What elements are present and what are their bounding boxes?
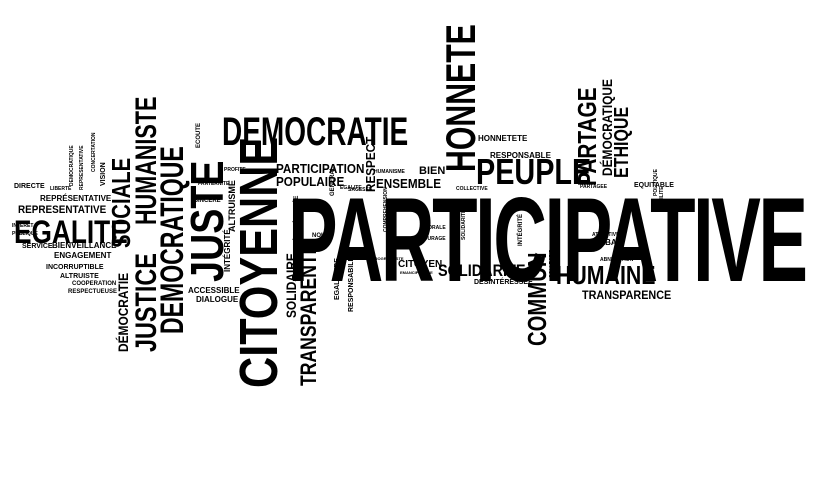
word-transparente: TRANSPARENTE [296, 242, 321, 386]
word-responsable: RESPONSABLE [490, 151, 551, 160]
word-representative-small: REPRESENTATIVE [79, 145, 85, 190]
word-representative-acc: REPRÉSENTATIVE [40, 194, 112, 203]
word-transparence: TRANSPARENCE [582, 288, 672, 302]
word-representative: REPRESENTATIVE [18, 204, 107, 216]
word-integrite: INTÉGRITÉ [223, 229, 232, 272]
word-concertation: CONCERTATION [91, 132, 97, 172]
word-justice: JUSTICE [130, 253, 163, 352]
word-solidaire: SOLIDAIRE [283, 253, 299, 318]
word-equitable: EQUITABLE [634, 182, 674, 189]
word-bienveillance: BIENVEILLANCE [52, 241, 117, 250]
word-interet: INTERET [12, 223, 34, 229]
word-engagement: ENGAGEMENT [54, 251, 112, 260]
word-integrite-2: INTÉGRITÉ [518, 213, 524, 246]
word-commun: COMMUN [522, 252, 552, 346]
word-democratie-acc: DÉMOCRATIE [115, 272, 131, 352]
word-directe: DIRECTE [14, 183, 45, 190]
word-partagee: PARTAGEE [580, 184, 608, 190]
word-general: GENERAL [330, 166, 336, 196]
word-altruiste: ALTRUISTE [60, 273, 99, 280]
word-progressiste: PROGRESSISTE [372, 256, 404, 261]
word-humaniste: HUMANISTE [130, 96, 163, 225]
word-courage: COURAGE [420, 236, 446, 242]
word-solidarite-small: SOLIDARITE [461, 209, 467, 240]
word-debat: DEBAT [594, 238, 621, 247]
word-attentive: ATTENTIVE [592, 232, 620, 238]
word-respectueuse: RESPECTUEUSE [68, 289, 118, 295]
word-ethique: ETHIQUE [611, 106, 633, 178]
word-honnetete: HONNETETE [478, 134, 528, 143]
word-emancipatrice: EMANCIPATRICE [400, 270, 433, 275]
word-egalite: EGALITE [14, 214, 128, 250]
word-humanisme: HUMANISME [374, 169, 405, 175]
word-honnete: HONNETE [437, 24, 484, 172]
word-nous: NOUS [312, 233, 330, 239]
word-altruisme: ALTRUISME [227, 180, 237, 232]
word-vision: VISION [100, 162, 107, 186]
word-accessible: ACCESSIBLE [188, 286, 240, 295]
word-desinteressee-2: DÉSINTÉRESSÉE [294, 195, 300, 246]
word-partage: PARTAGE [572, 87, 602, 186]
word-democratie: DEMOCRATIE [222, 110, 409, 154]
word-dialogue: DIALOGUE [196, 295, 239, 304]
word-bien: BIEN [419, 165, 446, 177]
word-profite: PROFITE [224, 167, 246, 173]
word-collective: COLLECTIVE [456, 186, 488, 192]
word-morale: MORALE [424, 225, 446, 231]
word-collectif: COLLECTIF [549, 249, 555, 278]
word-responsabilite: RESPONSABILITE [348, 250, 355, 312]
word-solidarite: SOLIDARITE [438, 261, 526, 280]
word-incorruptible: INCORRUPTIBLE [46, 264, 104, 271]
word-cooperation: COOPERATION [72, 281, 117, 287]
word-comprehension: COMPREHENSION [383, 187, 389, 232]
word-abnegation: ABNEGATION [600, 257, 634, 263]
word-respect: RESPECT [363, 136, 378, 192]
word-publique: PUBLIQUE [12, 231, 38, 237]
word-egalitaire: EGALITAIRE [334, 258, 341, 300]
word-humaine: HUMAINE [556, 260, 656, 290]
word-peuple: PEUPLE [476, 151, 592, 192]
word-liberte: LIBERTÉ [50, 186, 72, 192]
word-ensemble: ENSEMBLE [376, 176, 442, 191]
word-democratique-small: DEMOCRATIQUE [69, 145, 75, 186]
word-desinteressee: DÉSINTÉRESSÉE [474, 279, 533, 286]
word-fraternite: FRATERNITE [198, 181, 230, 187]
word-participative: PARTICIPATIVE [288, 173, 808, 307]
word-sagesse: SAGESSE [348, 187, 373, 193]
word-service: SERVICE [22, 243, 53, 250]
word-citoyen: CITOYEN [398, 259, 443, 270]
word-populaire: POPULAIRE [276, 174, 345, 189]
word-participation: PARTICIPATION [276, 161, 365, 176]
word-sincere: SINCERE [194, 198, 221, 204]
word-egalite-small: EGALITE [340, 185, 362, 191]
word-ecoute: ECOUTE [196, 122, 202, 148]
word-humilite: HUMILITE [659, 186, 665, 210]
